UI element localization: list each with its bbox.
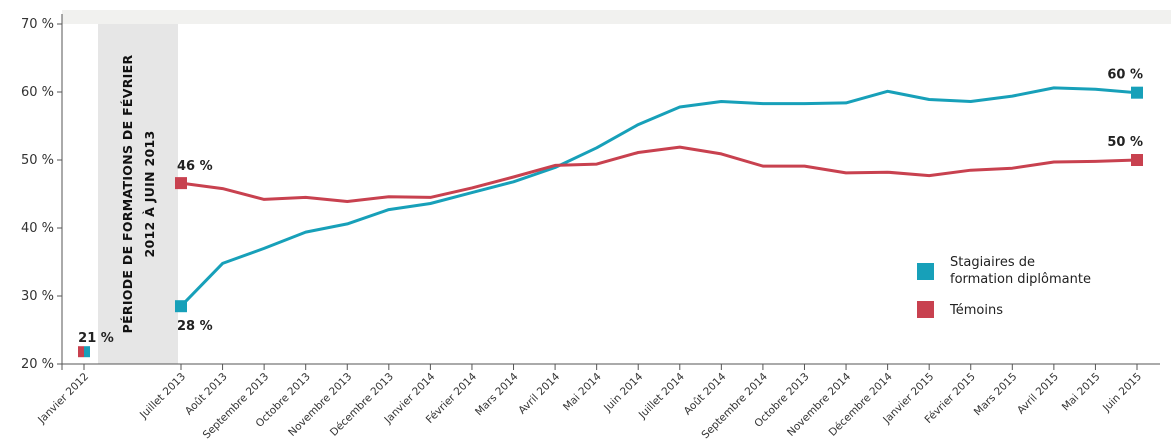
x-tick-label: Mai 2015 (1060, 371, 1103, 414)
legend-swatch-stagiaires (917, 263, 934, 280)
point-stagiaires-start (84, 346, 90, 358)
data-label-start: 21 % (78, 331, 114, 346)
x-tick-label: Juin 2015 (1100, 371, 1144, 415)
top-band (62, 10, 1171, 24)
data-label-stagiaires-last: 60 % (1107, 68, 1143, 83)
y-tick-label: 50 % (21, 153, 54, 168)
x-tick-label: Juillet 2013 (137, 371, 188, 422)
x-tick-label: Mai 2014 (561, 370, 604, 413)
point-temoins-start (78, 346, 84, 358)
x-tick-label: Juin 2014 (601, 370, 645, 414)
y-tick-label: 70 % (21, 17, 54, 32)
period-band-label-line2: 2012 À JUIN 2013 (142, 130, 157, 257)
y-tick-label: 40 % (21, 221, 54, 236)
legend-swatch-temoins (917, 301, 934, 318)
legend-label-stagiaires: Stagiaires de (950, 255, 1035, 270)
period-band-label-line1: PÉRIODE DE FORMATIONS DE FÉVRIER (120, 55, 135, 334)
series-line-stagiaires (179, 86, 1139, 308)
x-tick-label: Avril 2015 (1015, 371, 1061, 417)
point-stagiaires-first (175, 300, 187, 313)
y-tick-label: 20 % (21, 357, 54, 372)
data-label-temoins-first: 46 % (177, 159, 213, 174)
x-tick-label: Mars 2015 (972, 371, 1020, 419)
y-tick-label: 30 % (21, 289, 54, 304)
x-tick-label: Avril 2014 (516, 370, 562, 416)
x-tick-label: Mars 2014 (473, 370, 521, 418)
point-temoins-last (1131, 154, 1143, 166)
series-line-temoins (179, 145, 1139, 203)
point-stagiaires-last (1131, 86, 1143, 99)
period-band (98, 24, 178, 364)
legend-label-temoins: Témoins (949, 303, 1003, 318)
x-tick-label: Janvier 2012 (35, 371, 91, 427)
point-temoins-first (175, 177, 187, 190)
data-label-temoins-last: 50 % (1107, 135, 1143, 150)
data-label-stagiaires-first: 28 % (177, 319, 213, 334)
y-tick-label: 60 % (21, 85, 54, 100)
legend-label-stagiaires: formation diplômante (950, 272, 1091, 287)
